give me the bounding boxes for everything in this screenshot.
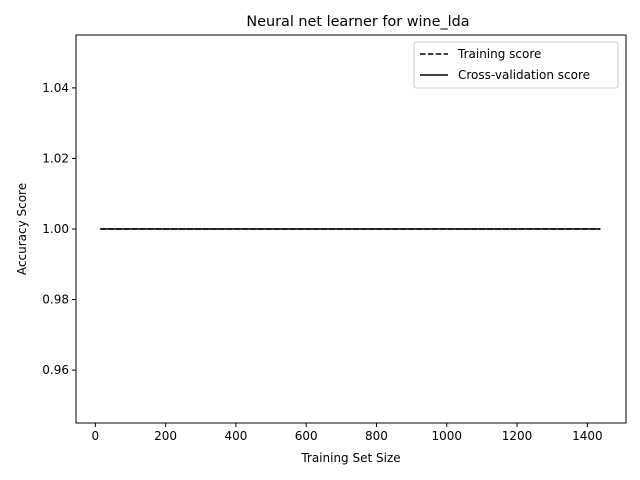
x-tick-label: 600	[295, 429, 318, 443]
x-tick-label: 0	[92, 429, 100, 443]
y-axis-title: Accuracy Score	[15, 183, 29, 275]
x-tick-label: 1200	[502, 429, 533, 443]
x-tick-label: 1400	[572, 429, 603, 443]
x-axis-ticks: 0 200 400 600 800 1000 1200 1400	[92, 423, 603, 443]
x-axis-title: Training Set Size	[300, 451, 400, 465]
y-tick-label: 0.96	[42, 363, 69, 377]
x-tick-label: 1000	[431, 429, 462, 443]
legend: Training score Cross-validation score	[413, 41, 619, 89]
legend-box	[413, 41, 619, 89]
y-tick-label: 1.00	[42, 222, 69, 236]
y-tick-label: 1.04	[42, 81, 69, 95]
y-tick-label: 0.98	[42, 293, 69, 307]
x-tick-label: 200	[154, 429, 177, 443]
x-tick-label: 800	[365, 429, 388, 443]
y-tick-label: 1.02	[42, 151, 69, 165]
x-tick-label: 400	[224, 429, 247, 443]
chart-title: Neural net learner for wine_lda	[246, 14, 469, 30]
legend-label: Training score	[457, 47, 541, 61]
y-axis-ticks: 0.96 0.98 1.00 1.02 1.04	[42, 81, 76, 377]
legend-label: Cross-validation score	[458, 68, 590, 82]
